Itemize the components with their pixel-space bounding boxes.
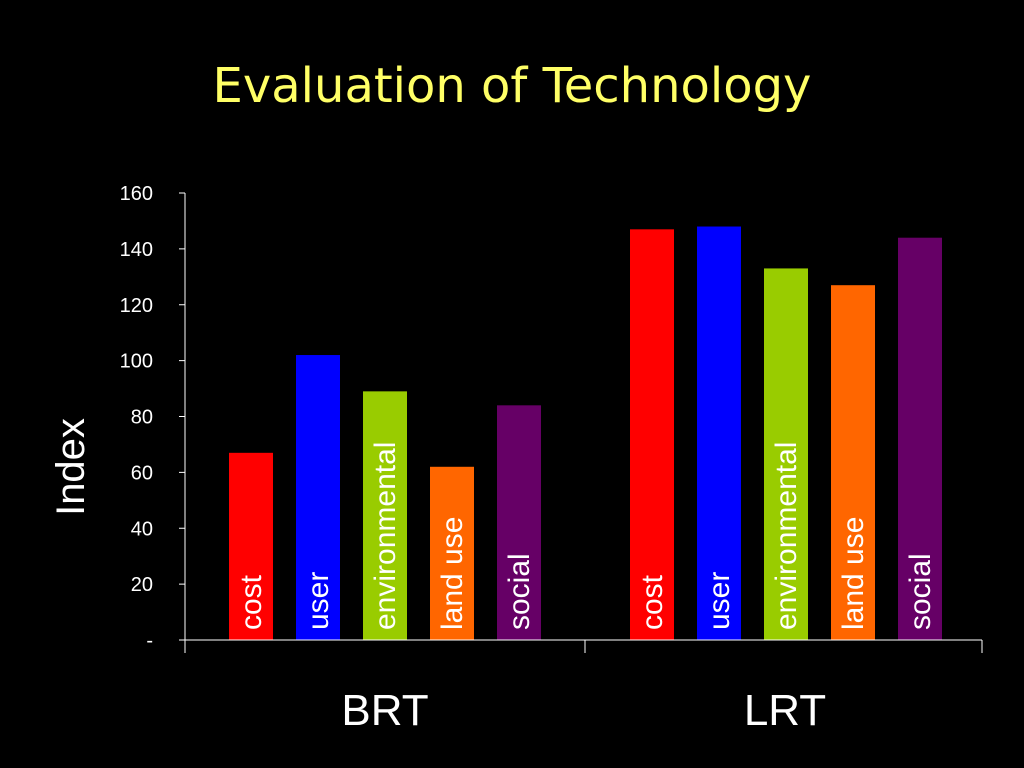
bar-lrt-social [898, 237, 942, 640]
y-axis-label: Index [49, 418, 93, 516]
x-category-label: BRT [341, 686, 428, 735]
bar-label: social [904, 553, 937, 630]
bar-brt-land-use [430, 466, 474, 640]
bar-brt-cost [229, 452, 273, 640]
y-tick-label: 80 [131, 407, 153, 429]
bar-lrt-land-use [831, 285, 875, 640]
bar-label: user [703, 572, 736, 630]
x-category-label: LRT [744, 686, 826, 735]
bar-label: land use [837, 517, 870, 630]
bar-label: social [503, 553, 536, 630]
bar-labels: cost user environmental land use social cost u… [235, 442, 937, 630]
bar-label: cost [235, 574, 268, 630]
y-tick-label: 160 [120, 183, 153, 205]
bar-brt-user [296, 355, 340, 640]
bar-label: environmental [770, 442, 803, 630]
bar-brt-social [497, 405, 541, 640]
y-tick-label: - [146, 630, 153, 652]
slide-title: Evaluation of Technology [212, 58, 812, 114]
y-tick-label: 140 [120, 239, 153, 261]
bar-brt-environmental [363, 391, 407, 640]
bar-label: cost [636, 574, 669, 630]
y-tick-label: 40 [131, 518, 153, 540]
bar-label: user [302, 572, 335, 630]
bar-lrt-cost [630, 229, 674, 640]
bar-label: environmental [369, 442, 402, 630]
y-tick-label: 60 [131, 462, 153, 484]
axes [179, 192, 983, 653]
bars [229, 226, 942, 640]
bar-label: land use [436, 517, 469, 630]
bar-lrt-user [697, 226, 741, 640]
y-tick-label: 20 [131, 574, 153, 596]
x-axis-labels: BRT LRT [341, 686, 826, 735]
y-tick-label: 120 [120, 295, 153, 317]
y-tick-label: 100 [120, 351, 153, 373]
bar-lrt-environmental [764, 268, 808, 640]
y-axis-ticks: - 20 40 60 80 100 120 140 160 [120, 183, 153, 652]
